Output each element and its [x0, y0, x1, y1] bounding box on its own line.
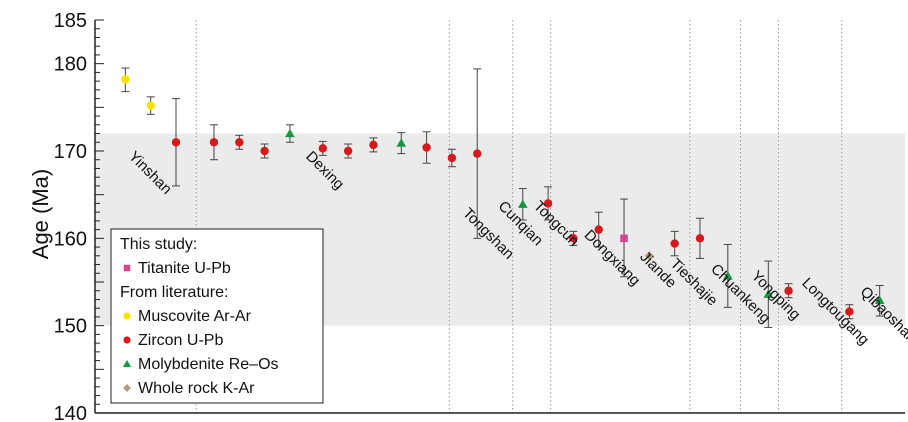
legend-symbol-molybdenite-re-os — [122, 359, 132, 368]
legend-item-titanite: Titanite U-Pb — [123, 260, 231, 277]
legend-label-muscovite: Muscovite Ar-Ar — [138, 308, 252, 325]
legend-marker-titanite-icon — [123, 264, 131, 272]
molybdenite-re-os-point-5 — [874, 295, 885, 304]
zircon-u-pb-point-12 — [594, 225, 603, 234]
y-tick-label-180: 180 — [54, 54, 87, 76]
error-bar-layer — [121, 67, 884, 328]
zircon-u-pb-point-7 — [422, 143, 431, 152]
legend-label-whole-rock: Whole rock K-Ar — [138, 380, 255, 397]
muscovite-ar-ar-point-1 — [146, 101, 155, 110]
legend-symbol-whole-rock-k-ar — [123, 384, 131, 392]
molybdenite-re-os-point-1 — [396, 138, 407, 147]
molybdenite-re-os-point-0 — [285, 128, 295, 138]
legend-marker-molybdenite-icon — [122, 359, 132, 368]
zircon-u-pb-point-2 — [235, 138, 244, 147]
legend-marker-whole-rock-icon — [123, 384, 131, 392]
legend-heading-from-literature: From literature: — [120, 284, 228, 301]
deposit-separator-layer — [195, 20, 843, 413]
y-axis-title: Age (Ma) — [28, 169, 53, 259]
zircon-u-pb-point-16 — [845, 307, 854, 316]
zircon-u-pb-point-3 — [260, 146, 269, 156]
zircon-u-pb-point-8 — [447, 153, 457, 163]
zircon-u-pb-point-11 — [569, 234, 578, 243]
legend-symbol-zircon-u-pb — [123, 336, 131, 344]
y-axis: 140 150 160 170 180 185 — [54, 10, 905, 422]
legend-label-zircon: Zircon U-Pb — [138, 332, 223, 349]
zircon-u-pb-point-4 — [318, 144, 328, 153]
zircon-u-pb-point-14 — [695, 234, 705, 243]
muscovite-ar-ar-point-0 — [121, 75, 130, 84]
legend-label-molybdenite: Molybdenite Re–Os — [138, 356, 279, 373]
y-tick-label-140: 140 — [54, 403, 87, 422]
zircon-u-pb-point-15 — [784, 286, 793, 295]
legend-label-titanite: Titanite U-Pb — [138, 260, 231, 277]
titanite-u-pb-point-0 — [620, 234, 628, 243]
zircon-u-pb-point-10 — [543, 199, 553, 208]
zircon-u-pb-point-6 — [369, 140, 378, 150]
zircon-u-pb-point-13 — [670, 239, 679, 248]
legend-item-muscovite: Muscovite Ar-Ar — [123, 308, 252, 325]
molybdenite-re-os-point-2 — [517, 199, 528, 208]
zircon-u-pb-point-5 — [343, 146, 353, 156]
legend-symbol-muscovite-ar-ar — [123, 312, 131, 320]
y-tick-label-160: 160 — [54, 228, 87, 250]
legend-symbol-titanite-u-pb — [123, 264, 131, 272]
y-tick-label-185: 185 — [54, 10, 87, 32]
molybdenite-re-os-point-3 — [722, 271, 733, 280]
legend-item-molybdenite: Molybdenite Re–Os — [122, 356, 279, 373]
legend-box — [110, 228, 324, 404]
y-tick-label-150: 150 — [54, 316, 87, 338]
marker-layer — [121, 75, 885, 316]
legend-heading-this-study: This study: — [120, 236, 197, 253]
legend-item-whole-rock: Whole rock K-Ar — [123, 380, 255, 397]
legend-marker-zircon-icon — [123, 336, 131, 344]
legend: This study: Titanite U-Pb From literatur… — [110, 228, 324, 404]
zircon-u-pb-point-9 — [473, 149, 482, 158]
molybdenite-re-os-point-4 — [763, 289, 774, 298]
legend-marker-muscovite-icon — [123, 312, 131, 320]
y-tick-label-170: 170 — [54, 141, 87, 163]
zircon-u-pb-point-0 — [171, 138, 181, 147]
legend-item-zircon: Zircon U-Pb — [123, 332, 223, 349]
whole-rock-k-ar-point-0 — [644, 251, 654, 261]
zircon-u-pb-point-1 — [209, 138, 219, 147]
